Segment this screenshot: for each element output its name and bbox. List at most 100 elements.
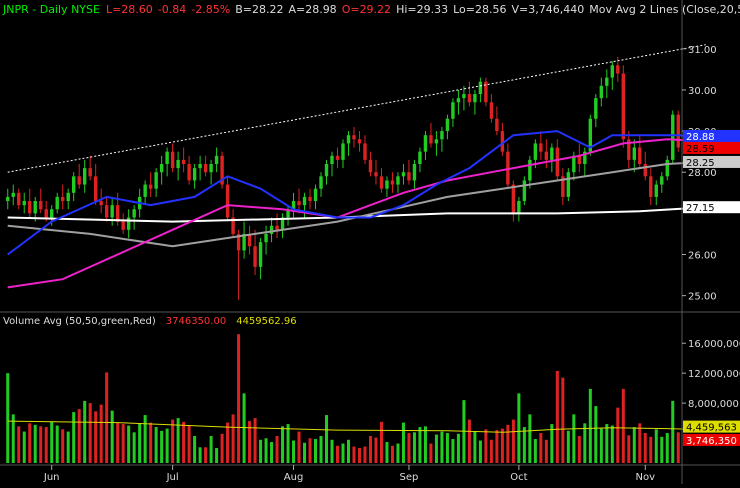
candle-body [28, 201, 32, 214]
volume-bar [171, 419, 175, 463]
candle-body [423, 135, 428, 152]
candle-body [429, 135, 433, 144]
volume-bar [528, 414, 532, 463]
candle-body [610, 65, 615, 78]
volume-bar [176, 418, 180, 463]
candle-body [247, 233, 252, 247]
volume-bar [352, 446, 356, 463]
volume-tick-label: 16,000,000 [688, 339, 740, 350]
candle-body [511, 184, 516, 214]
candle-body [39, 201, 43, 210]
candle-body [291, 201, 296, 210]
candle-body [297, 201, 301, 206]
volume-bar [209, 436, 213, 463]
candle-body [539, 143, 543, 152]
volume-bar [292, 440, 296, 463]
candle-body [324, 164, 329, 177]
candle-body [275, 225, 279, 230]
header-symbol: JNPR [2, 3, 29, 16]
candle-body [462, 94, 466, 99]
candle-body [214, 155, 219, 164]
candle-body [588, 118, 593, 152]
header-bid: B=28.22 [235, 3, 283, 16]
price-tick-label: 28.00 [688, 168, 717, 179]
volume-bar [22, 431, 26, 463]
header-ask: A=28.98 [288, 3, 336, 16]
volume-bar [88, 403, 92, 463]
volume-bar [368, 436, 372, 463]
price-tick-label: 26.00 [688, 251, 717, 262]
volume-label: Volume Avg (50,50,green,Red) [3, 316, 156, 327]
volume-bar [676, 432, 680, 463]
volume-bar [660, 436, 664, 463]
candle-body [660, 176, 664, 185]
candle-body [500, 131, 505, 152]
candle-body [385, 180, 389, 189]
candle-body [253, 246, 257, 267]
candle-body [341, 143, 345, 160]
candle-body [176, 159, 180, 169]
candle-body [203, 164, 208, 173]
candle-body [231, 217, 235, 234]
volume-bar [401, 422, 405, 463]
volume-bar [341, 443, 345, 463]
volume-bar [204, 447, 208, 463]
volume-bar [99, 404, 103, 463]
volume-bar [627, 435, 631, 463]
volume-tick-label: 8,000,000 [688, 399, 739, 410]
volume-bar [511, 419, 515, 463]
volume-bar [154, 427, 158, 463]
candle-body [638, 147, 642, 164]
candle-body [665, 159, 669, 177]
header-study: Mov Avg 2 Lines (Close,20,50 [589, 3, 740, 16]
candle-body [225, 184, 230, 218]
candle-body [6, 196, 10, 202]
candle-body [374, 172, 378, 177]
volume-bar [396, 443, 400, 463]
candle-body [55, 196, 59, 210]
candle-body [368, 159, 373, 173]
month-label: Jun [43, 472, 60, 483]
volume-bar [649, 436, 653, 463]
volume-bar [544, 439, 548, 463]
candle-body [473, 94, 477, 103]
ma20-line [7, 130, 706, 256]
volume-bar [456, 433, 460, 463]
ma50-line [7, 138, 706, 289]
volume-bar [473, 431, 477, 463]
candle-body [451, 102, 455, 119]
volume-bar [418, 427, 422, 463]
candle-body [445, 118, 450, 132]
volume-bar [160, 430, 164, 463]
candle-body [627, 139, 631, 160]
header-change-pct: -2.85% [191, 3, 230, 16]
volume-bar [143, 415, 147, 463]
volume-bar [500, 428, 504, 463]
volume-bar [555, 370, 559, 463]
candle-body [192, 168, 197, 181]
volume-bar [583, 423, 587, 463]
header-line: JNPR - Daily NYSE L=28.60 -0.84 -2.85% B=28.… [2, 3, 740, 16]
candle-body [643, 164, 647, 177]
volume-bar [671, 400, 675, 463]
volume-value-2: 4459562.96 [236, 316, 296, 327]
volume-tick-label: 12,000,000 [688, 369, 740, 380]
price-marker: 28.88 [686, 132, 715, 143]
candle-body [159, 164, 164, 173]
volume-bar [478, 440, 482, 463]
price-marker: 28.59 [686, 144, 715, 155]
candle-body [170, 151, 175, 169]
volume-bar [495, 430, 499, 463]
volume-bar [325, 415, 329, 463]
candle-body [401, 172, 406, 177]
volume-bar [605, 424, 609, 463]
candle-body [676, 114, 680, 148]
candle-body [346, 135, 351, 144]
volume-bar [297, 431, 301, 463]
volume-bar [385, 442, 389, 463]
candle-body [379, 176, 384, 189]
volume-bar [198, 447, 202, 463]
candle-body [649, 176, 653, 197]
candle-body [522, 180, 527, 202]
